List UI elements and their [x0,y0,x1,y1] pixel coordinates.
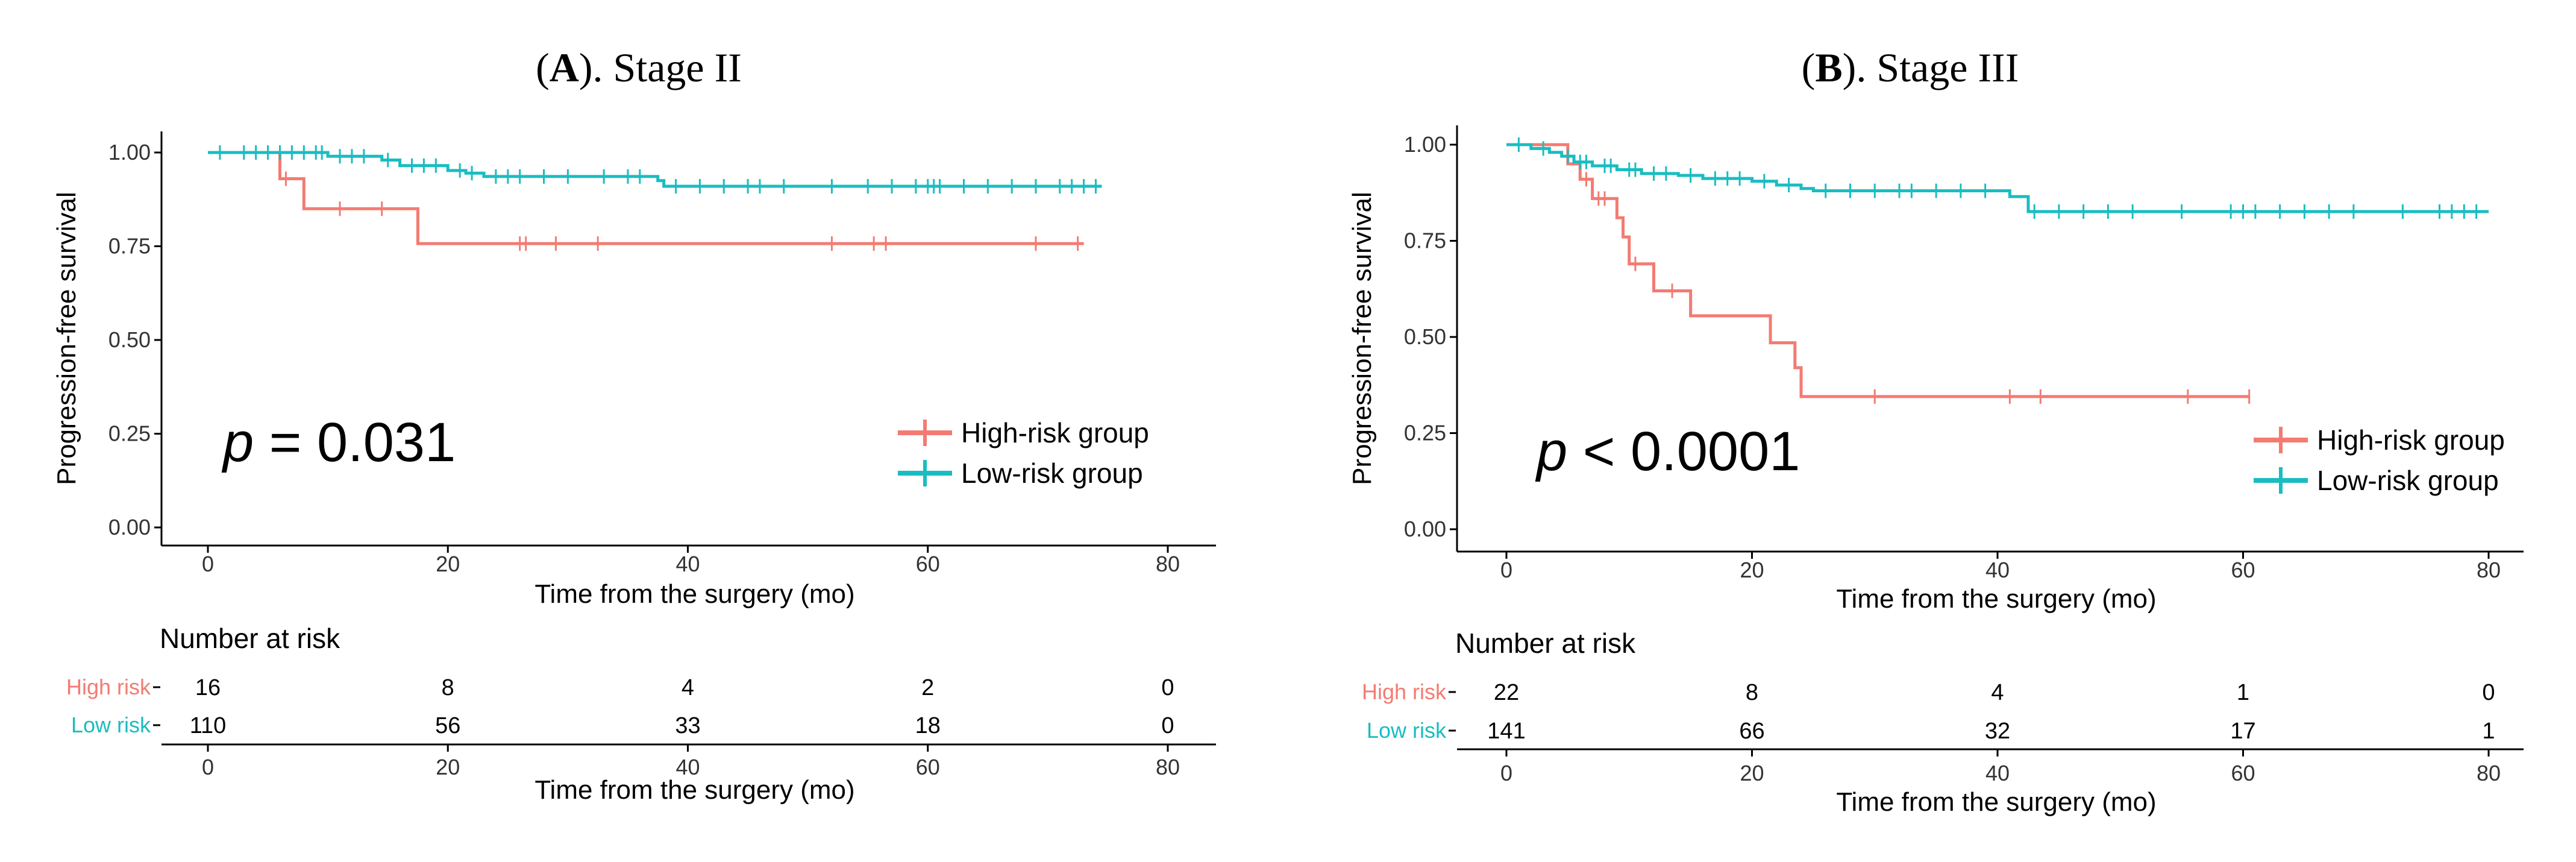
risk-row-low-label: Low risk [71,713,151,737]
risk-row-low-value: 0 [1161,713,1174,738]
title-rest: . Stage II [593,45,742,90]
risk-x-axis-title: Time from the surgery (mo) [534,775,854,805]
y-tick-label: 0.00 [108,515,151,540]
p-text: = 0.031 [254,412,456,473]
x-axis-title: Time from the surgery (mo) [534,579,854,609]
y-tick-label: 0.25 [1404,421,1446,445]
risk-x-tick-label: 80 [2477,761,2501,785]
y-tick-label: 0.75 [1404,228,1446,253]
risk-row-high-value: 4 [682,675,694,700]
risk-row-low-value: 56 [435,713,460,738]
risk-x-tick-label: 80 [1156,755,1180,779]
title-close: ) [1843,45,1857,90]
low-risk-curve [208,151,1102,188]
risk-x-tick-label: 40 [1985,761,2010,785]
risk-x-tick-label: 20 [436,755,460,779]
risk-row-high-label: High risk [1362,679,1447,704]
x-tick-label: 40 [1985,558,2010,582]
risk-x-axis-title: Time from the surgery (mo) [1836,787,2156,817]
panel-a: (A). Stage II0.000.250.500.751.000 20 40 60… [52,45,1216,805]
risk-row-high-value: 22 [1494,680,1519,705]
p-text: < 0.0001 [1567,421,1800,482]
p-symbol: p [1535,421,1567,482]
risk-x-tick-label: 0 [1500,761,1512,785]
risk-row-high-value: 16 [195,675,221,700]
risk-row-low-value: 17 [2230,719,2255,744]
legend-high-label: High-risk group [2317,424,2505,456]
y-tick-label: 1.00 [108,140,151,165]
y-tick-label: 0.50 [1404,324,1446,349]
y-tick-label: 1.00 [1404,132,1446,157]
risk-row-high-value: 0 [1161,675,1174,700]
risk-x-tick-label: 20 [1740,761,1764,785]
y-tick-label: 0.00 [1404,517,1446,541]
title-open: ( [536,45,550,90]
y-axis-title: Progression-free survival [52,192,81,485]
p-value: p < 0.0001 [1535,421,1800,482]
risk-row-high-value: 4 [1991,680,2004,705]
p-value: p = 0.031 [221,412,456,473]
risk-row-high-value: 2 [921,675,934,700]
legend-low: Low-risk group [2254,465,2499,496]
y-tick-label: 0.50 [108,327,151,352]
title-rest: . Stage III [1856,45,2019,90]
risk-x-tick-label: 60 [2231,761,2255,785]
x-tick-label: 40 [675,552,700,576]
x-tick-label: 60 [2231,558,2255,582]
x-axis-title: Time from the surgery (mo) [1836,584,2156,614]
x-tick-label: 20 [1740,558,1764,582]
high-risk-curve [1506,143,2249,398]
risk-row-low-value: 1 [2482,719,2495,744]
risk-row-high-value: 8 [442,675,454,700]
legend-low-label: Low-risk group [2317,465,2499,496]
low-risk-curve [1506,143,2489,213]
x-tick-label: 60 [916,552,940,576]
risk-row-low-value: 33 [675,713,700,738]
risk-row-low-value: 110 [190,713,227,738]
y-tick-label: 0.25 [108,421,151,446]
legend-high: High-risk group [898,417,1149,448]
x-tick-label: 20 [436,552,460,576]
risk-table-title: Number at risk [160,623,340,654]
x-tick-label: 0 [1500,558,1512,582]
risk-row-high-value: 1 [2237,680,2249,705]
x-tick-label: 80 [1156,552,1180,576]
risk-row-low-value: 32 [1985,719,2010,744]
legend-low-label: Low-risk group [961,458,1143,489]
risk-x-tick-label: 0 [202,755,214,779]
title-close: ) [579,45,593,90]
risk-row-high-label: High risk [66,675,151,699]
y-axis-title: Progression-free survival [1347,192,1377,485]
risk-row-low-label: Low risk [1367,718,1447,743]
p-symbol: p [221,412,254,473]
legend-low: Low-risk group [898,458,1143,489]
y-tick-label: 0.75 [108,234,151,259]
risk-row-high-value: 0 [2482,680,2495,705]
panel-title: (B). Stage III [1802,45,2019,90]
risk-x-tick-label: 60 [916,755,940,779]
risk-row-low-value: 141 [1487,719,1525,744]
high-risk-curve [208,151,1084,245]
title-open: ( [1802,45,1816,90]
risk-row-high-value: 8 [1746,680,1758,705]
risk-row-low-value: 18 [915,713,941,738]
x-tick-label: 80 [2477,558,2501,582]
title-letter: A [550,45,579,90]
risk-table-title: Number at risk [1455,628,1636,659]
x-tick-label: 0 [202,552,214,576]
risk-x-tick-label: 40 [675,755,700,779]
risk-row-low-value: 66 [1739,719,1764,744]
panel-title: (A). Stage II [536,45,742,90]
title-letter: B [1815,45,1842,90]
legend-high: High-risk group [2254,424,2505,456]
legend-high-label: High-risk group [961,417,1149,448]
